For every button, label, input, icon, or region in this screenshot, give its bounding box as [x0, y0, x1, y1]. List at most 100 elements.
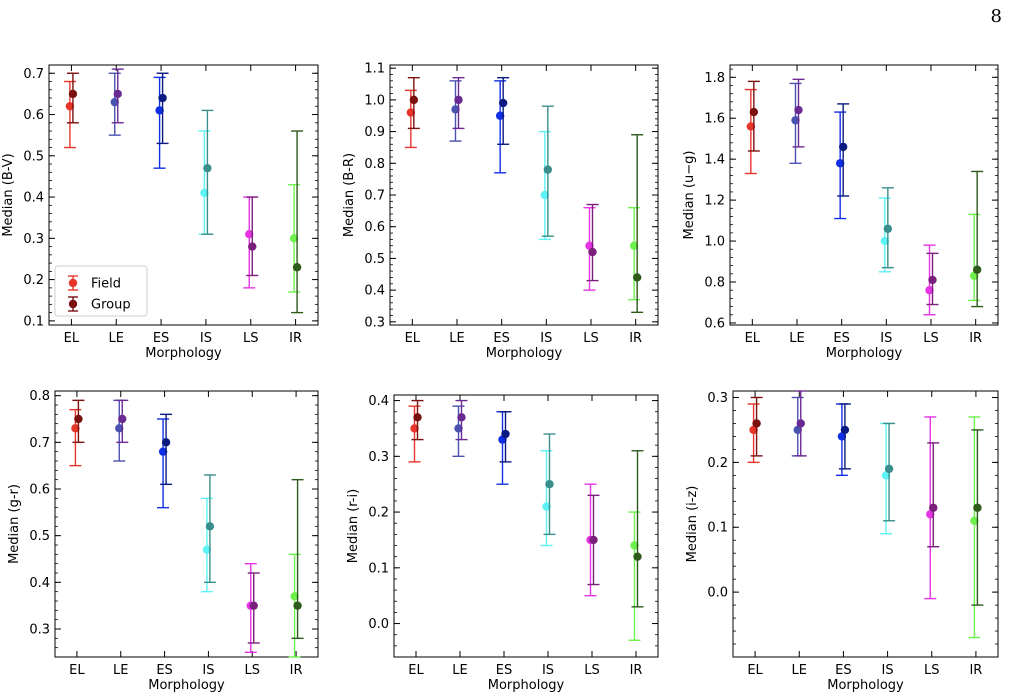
- y-tick-label: 0.2: [707, 456, 728, 471]
- axes-frame: [729, 64, 999, 326]
- x-tick-label: LE: [789, 331, 804, 346]
- x-tick-label: IR: [289, 331, 302, 346]
- y-tick-label: 0.8: [704, 276, 725, 291]
- x-tick-label: ES: [493, 331, 509, 346]
- x-tick-label: ES: [496, 663, 512, 678]
- data-point-group: [409, 95, 419, 105]
- data-point-field: [791, 116, 800, 125]
- x-tick-label: ES: [153, 331, 169, 346]
- y-tick-label: 0.3: [23, 232, 44, 247]
- x-tick-label: EL: [64, 331, 80, 346]
- data-point-group: [752, 419, 761, 428]
- legend-marker: [68, 299, 78, 309]
- legend-box: [54, 265, 148, 317]
- data-point-group: [796, 419, 805, 428]
- chart-panel-u-g: 0.6 0.8 1.0 1.2 1.4 1.6 1.8 EL LE ES IS LS IR Morphol…: [682, 64, 999, 361]
- data-point-field: [115, 424, 124, 433]
- data-point-group: [205, 522, 215, 531]
- data-point-field: [65, 102, 75, 111]
- x-tick-label: IS: [540, 331, 552, 346]
- data-point-group: [413, 413, 422, 422]
- y-tick-label: 0.9: [364, 125, 385, 140]
- chart-panel-b-r: 0.3 0.4 0.5 0.6 0.7 0.8 0.9 1.0 1.1 EL LE ES IS LS IR M…: [342, 62, 659, 361]
- data-point-field: [245, 230, 254, 239]
- data-point-field: [290, 592, 299, 601]
- x-tick-label: IS: [542, 663, 554, 678]
- x-axis-label: Morphology: [145, 346, 222, 361]
- y-tick-label: 0.7: [23, 67, 44, 82]
- data-point-group: [161, 438, 171, 447]
- y-axis-label: Median (B-R): [342, 153, 357, 237]
- data-point-group: [454, 95, 463, 105]
- x-tick-label: IR: [630, 663, 643, 678]
- x-tick-label: IR: [969, 663, 982, 678]
- legend-marker: [68, 278, 78, 288]
- x-axis-label: Morphology: [827, 678, 904, 693]
- x-tick-label: IS: [202, 663, 214, 678]
- x-tick-label: LS: [245, 663, 261, 678]
- data-point-field: [970, 516, 979, 525]
- data-point-field: [837, 432, 847, 441]
- data-point-group: [632, 273, 642, 282]
- x-tick-label: ES: [833, 331, 849, 346]
- x-tick-label: IR: [629, 331, 642, 346]
- x-tick-label: LE: [449, 331, 464, 346]
- x-tick-label: LS: [243, 331, 259, 346]
- axes-frame: [732, 390, 999, 658]
- x-tick-label: IR: [290, 663, 303, 678]
- y-tick-label: 1.2: [704, 194, 725, 209]
- data-point-group: [838, 142, 848, 152]
- data-point-field: [410, 424, 419, 433]
- axes-frame: [389, 64, 659, 326]
- y-tick-label: 0.4: [368, 394, 389, 409]
- x-tick-label: EL: [747, 663, 763, 678]
- data-point-field: [200, 188, 209, 198]
- data-point-group: [929, 503, 938, 512]
- y-tick-label: 1.6: [704, 112, 725, 127]
- y-tick-label: 0.1: [23, 314, 44, 329]
- y-tick-label: 0.4: [23, 191, 44, 206]
- x-axis-label: Morphology: [486, 346, 563, 361]
- data-point-field: [406, 108, 416, 117]
- x-tick-label: LE: [452, 663, 467, 678]
- y-tick-label: 0.3: [364, 315, 385, 330]
- data-point-field: [746, 122, 756, 131]
- y-tick-label: 0.3: [29, 623, 50, 638]
- x-axis-label: Morphology: [148, 678, 225, 693]
- axes-frame: [48, 64, 319, 326]
- data-point-group: [543, 165, 553, 174]
- data-point-group: [928, 275, 937, 285]
- data-point-group: [249, 601, 258, 610]
- y-tick-label: 0.3: [707, 391, 728, 406]
- x-tick-label: LS: [924, 663, 940, 678]
- data-point-group: [292, 263, 302, 272]
- data-point-group: [794, 105, 803, 115]
- data-point-field: [158, 447, 168, 456]
- x-tick-label: LE: [109, 331, 124, 346]
- x-tick-label: LS: [583, 331, 599, 346]
- x-axis-label: Morphology: [826, 346, 903, 361]
- data-point-group: [498, 98, 508, 108]
- y-axis-label: Median (u−g): [682, 151, 697, 240]
- legend-label: Field: [91, 277, 121, 292]
- y-axis-label: Median (r-i): [346, 489, 361, 563]
- data-point-field: [585, 241, 594, 250]
- data-point-field: [926, 510, 935, 519]
- axes-frame: [393, 394, 659, 658]
- y-tick-label: 1.1: [364, 62, 385, 77]
- data-point-field: [881, 471, 891, 480]
- data-point-field: [71, 424, 80, 433]
- x-tick-label: ES: [835, 663, 851, 678]
- axes-frame: [54, 390, 319, 658]
- data-point-group: [545, 479, 554, 489]
- y-tick-label: 0.6: [29, 483, 50, 498]
- y-tick-label: 0.7: [29, 436, 50, 451]
- y-tick-label: 1.8: [704, 71, 725, 86]
- data-point-group: [633, 552, 642, 561]
- data-point-field: [749, 425, 758, 435]
- data-point-group: [840, 425, 850, 435]
- x-tick-label: ES: [156, 663, 172, 678]
- x-tick-label: LE: [113, 663, 128, 678]
- data-point-group: [588, 247, 597, 257]
- y-axis-label: Median (i-z): [685, 486, 700, 563]
